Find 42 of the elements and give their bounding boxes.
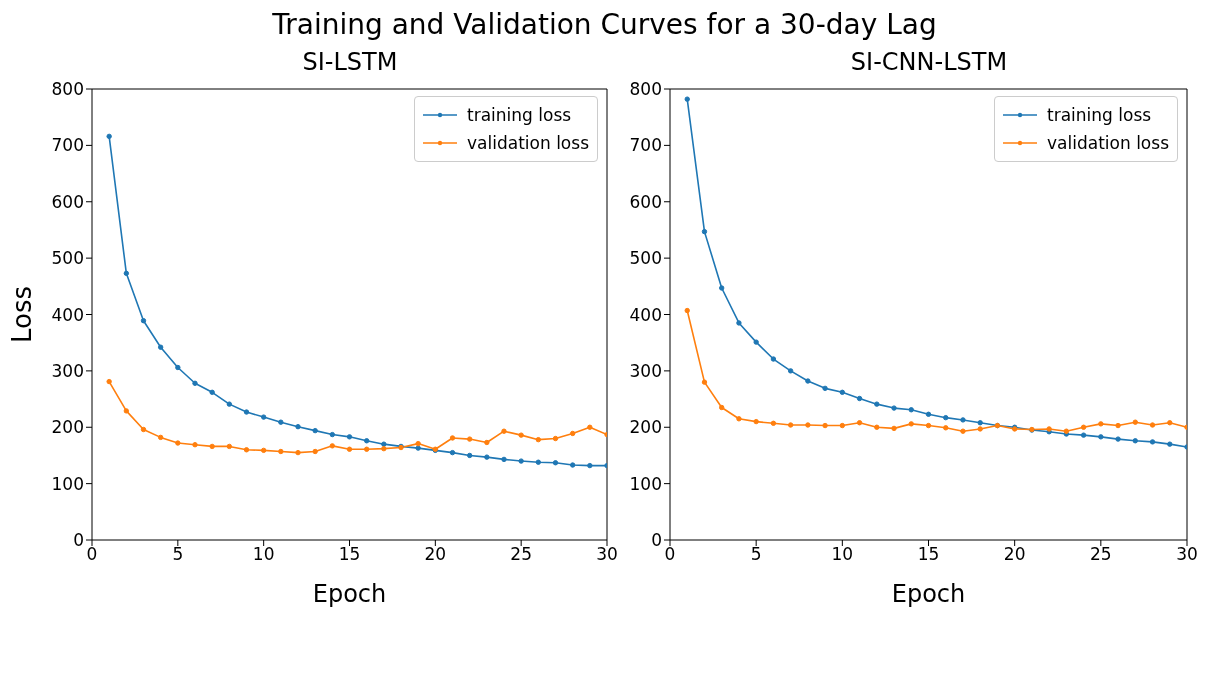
chart-title: Training and Validation Curves for a 30-day Lag	[271, 8, 938, 43]
legend-label: validation loss	[467, 132, 589, 155]
x-tick-label: 30	[1176, 544, 1198, 565]
x-tick-label: 0	[664, 544, 676, 565]
y-tick-label: 500	[51, 248, 84, 269]
x-axis-title: Epoch	[891, 580, 966, 608]
y-tick-label: 600	[51, 191, 84, 212]
x-tick-label: 5	[750, 544, 762, 565]
x-tick-label: 0	[86, 544, 98, 565]
y-tick-label: 800	[629, 79, 662, 100]
y-tick-label: 0	[651, 530, 662, 551]
x-tick-label: 5	[172, 544, 184, 565]
chart-subtitle: SI-LSTM	[302, 48, 398, 76]
legend-label: training loss	[1047, 104, 1152, 127]
y-tick-label: 300	[629, 360, 662, 381]
x-tick-label: 30	[596, 544, 618, 565]
y-tick-label: 100	[629, 473, 662, 494]
y-tick-label: 700	[51, 135, 84, 156]
y-axis-title: Loss	[7, 285, 38, 344]
x-tick-label: 25	[1090, 544, 1112, 565]
chart-title: SI-CNN-LSTM	[850, 48, 1008, 76]
legend-label: validation loss	[1047, 132, 1169, 155]
y-tick-label: 300	[51, 360, 84, 381]
x-tick-label: 20	[424, 544, 447, 565]
y-tick-label: 500	[629, 248, 662, 269]
y-tick-label: 700	[629, 135, 662, 156]
x-tick-label: 15	[917, 544, 940, 565]
y-tick-label: 400	[51, 304, 84, 325]
y-tick-label: 600	[629, 191, 662, 212]
y-tick-label: 100	[51, 473, 84, 494]
y-tick-label: 0	[73, 530, 84, 551]
x-tick-label: 20	[1003, 544, 1026, 565]
y-tick-label: 200	[629, 417, 662, 438]
x-axis-title: Epoch	[312, 580, 387, 608]
x-tick-label: 10	[252, 544, 275, 565]
legend-label: training loss	[467, 104, 572, 127]
y-tick-label: 800	[51, 79, 84, 100]
x-tick-label: 25	[510, 544, 532, 565]
x-tick-label: 10	[831, 544, 854, 565]
y-tick-label: 200	[51, 417, 84, 438]
y-tick-label: 400	[629, 304, 662, 325]
x-tick-label: 15	[338, 544, 361, 565]
